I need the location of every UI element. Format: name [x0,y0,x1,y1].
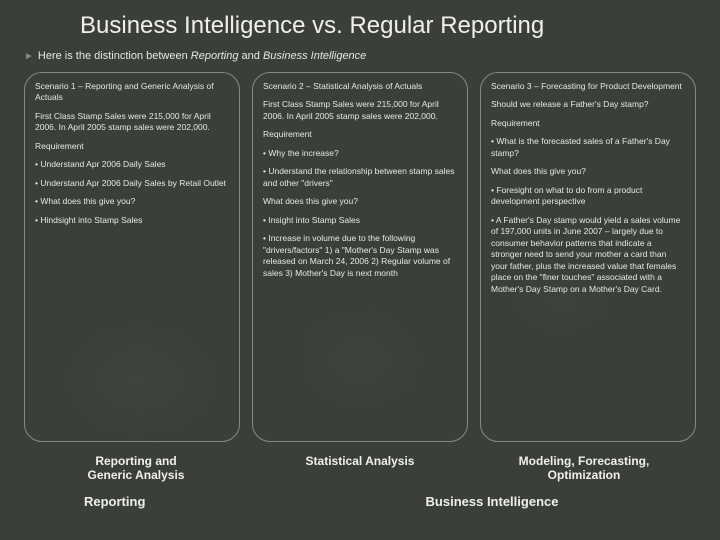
scenario-1-give-label: • What does this give you? [35,196,229,207]
footer-r2-c1: Reporting [24,492,288,511]
scenario-3-heading: Scenario 3 – Forecasting for Product Dev… [491,81,685,92]
footer-r1-c3-line1: Modeling, Forecasting, [519,454,650,468]
scenario-3-give-1: • Foresight on what to do from a product… [491,185,685,208]
scenario-2-give-label: What does this give you? [263,196,457,207]
bullet-arrow-icon: ► [24,51,34,62]
footer-r2-c2: Business Intelligence [288,492,696,511]
scenario-2-panel: Scenario 2 – Statistical Analysis of Act… [252,72,468,442]
scenario-1-body: First Class Stamp Sales were 215,000 for… [35,111,229,134]
scenario-3-req-1: • What is the forecasted sales of a Fath… [491,136,685,159]
footer-r1-c3-line2: Optimization [548,468,621,482]
scenario-2-req-2: • Understand the relationship between st… [263,166,457,189]
footer-row-2: Reporting Business Intelligence [24,492,696,511]
footer-r1-c2: Statistical Analysis [248,450,472,486]
scenario-3-panel: Scenario 3 – Forecasting for Product Dev… [480,72,696,442]
subtitle-italic-1: Reporting [191,50,239,62]
scenario-2-body: First Class Stamp Sales were 215,000 for… [263,99,457,122]
footer-r1-c1-line1: Reporting and [95,454,176,468]
footer-row-1: Reporting and Generic Analysis Statistic… [24,450,696,486]
scenario-1-heading: Scenario 1 – Reporting and Generic Analy… [35,81,229,104]
scenario-3-req-label: Requirement [491,118,685,129]
scenario-1-req-label: Requirement [35,141,229,152]
footer-r1-c1-line2: Generic Analysis [88,468,185,482]
scenario-2-give-1: • Insight into Stamp Sales [263,215,457,226]
scenario-2-heading: Scenario 2 – Statistical Analysis of Act… [263,81,457,92]
scenario-2-req-label: Requirement [263,129,457,140]
scenario-3-give-label: What does this give you? [491,166,685,177]
scenario-1-req-1: • Understand Apr 2006 Daily Sales [35,159,229,170]
scenario-1-give-1: • Hindsight into Stamp Sales [35,215,229,226]
page-title: Business Intelligence vs. Regular Report… [80,12,696,40]
footer-r1-c3: Modeling, Forecasting, Optimization [472,450,696,486]
scenario-2-give-2: • Increase in volume due to the followin… [263,233,457,279]
subtitle: ► Here is the distinction between Reporti… [24,50,696,62]
scenario-1-req-2: • Understand Apr 2006 Daily Sales by Ret… [35,178,229,189]
scenarios-row: Scenario 1 – Reporting and Generic Analy… [24,72,696,442]
scenario-3-body: Should we release a Father's Day stamp? [491,99,685,110]
subtitle-mid: and [238,50,262,62]
scenario-3-give-2: • A Father's Day stamp would yield a sal… [491,215,685,295]
subtitle-prefix: Here is the distinction between [38,50,191,62]
scenario-1-panel: Scenario 1 – Reporting and Generic Analy… [24,72,240,442]
subtitle-italic-2: Business Intelligence [263,50,366,62]
scenario-2-req-1: • Why the increase? [263,148,457,159]
footer-r1-c1: Reporting and Generic Analysis [24,450,248,486]
